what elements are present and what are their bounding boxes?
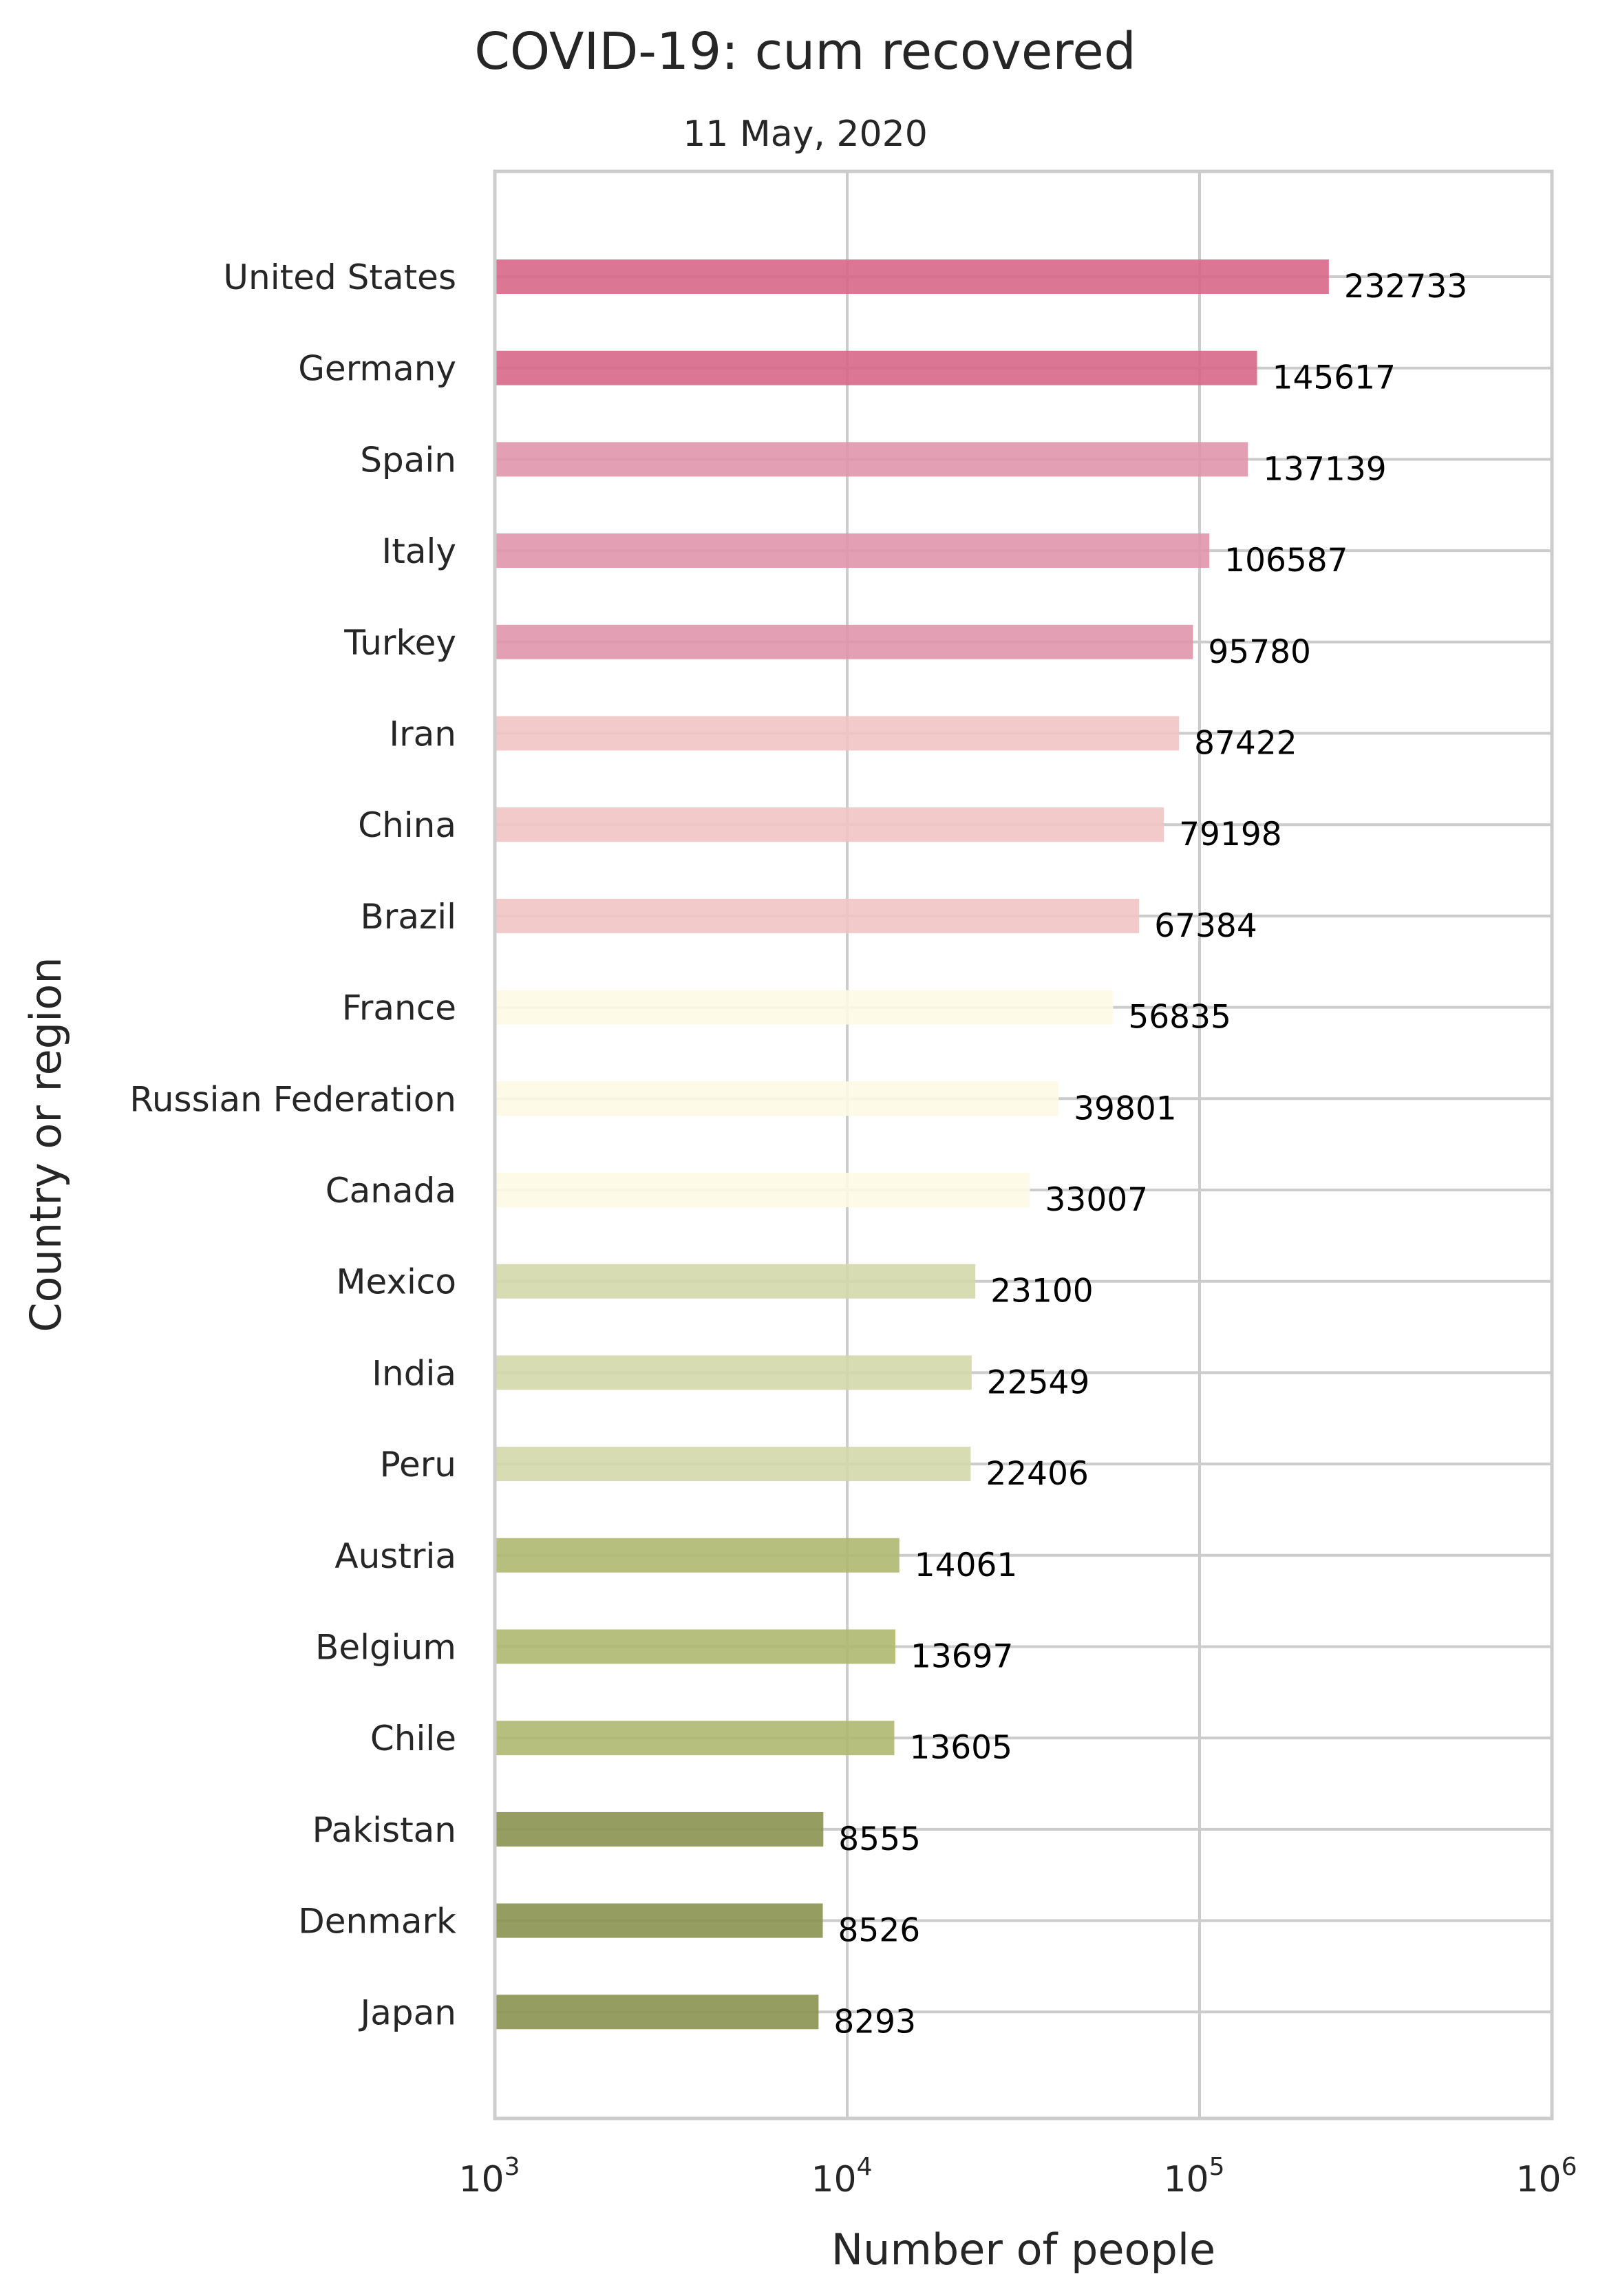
value-labels: 232733 145617 137139 106587 95780 87422 79198 6… xyxy=(833,268,1467,2041)
value-label: 106587 xyxy=(1224,542,1348,580)
category-label: Belgium xyxy=(315,1628,456,1668)
category-label: China xyxy=(358,805,456,845)
bar xyxy=(495,442,1248,477)
value-label: 33007 xyxy=(1045,1181,1149,1219)
category-label: France xyxy=(342,988,456,1028)
category-label: Turkey xyxy=(343,623,456,663)
category-label: Mexico xyxy=(336,1262,456,1302)
value-label: 39801 xyxy=(1074,1089,1177,1127)
value-label: 22406 xyxy=(986,1455,1089,1493)
category-label: Japan xyxy=(359,1992,456,2032)
bar xyxy=(495,1721,895,1756)
value-label: 87422 xyxy=(1194,725,1297,763)
bars xyxy=(495,259,1329,2030)
category-label: Peru xyxy=(380,1445,456,1485)
value-label: 13605 xyxy=(909,1729,1012,1767)
value-label: 56835 xyxy=(1128,999,1231,1037)
category-label: Iran xyxy=(389,714,456,754)
y-axis-label: Country or region xyxy=(21,957,71,1332)
bar xyxy=(495,350,1257,385)
category-labels: United States Germany Spain Italy Turkey Iran… xyxy=(129,257,456,2032)
chart-subtitle: 11 May, 2020 xyxy=(683,114,928,155)
category-label: India xyxy=(372,1353,456,1393)
value-label: 232733 xyxy=(1344,268,1467,306)
x-tick-label: 104 xyxy=(811,2153,872,2200)
chart-title: COVID-19: cum recovered xyxy=(474,22,1136,81)
bar xyxy=(495,898,1140,933)
x-tick-labels: 103 104 105 106 xyxy=(458,2153,1577,2200)
x-tick-label: 105 xyxy=(1163,2153,1224,2200)
plot-background xyxy=(495,171,1552,2118)
value-label: 95780 xyxy=(1208,633,1311,671)
bar xyxy=(495,1447,971,1482)
category-label: Italy xyxy=(382,531,456,571)
bar xyxy=(495,1995,819,2030)
value-label: 8293 xyxy=(833,2003,916,2041)
bar xyxy=(495,990,1114,1025)
bar xyxy=(495,1081,1059,1116)
x-axis-label: Number of people xyxy=(831,2224,1215,2275)
bar xyxy=(495,1903,823,1938)
value-label: 79198 xyxy=(1179,816,1282,853)
bar xyxy=(495,807,1164,842)
category-label: Spain xyxy=(360,440,456,480)
value-label: 8526 xyxy=(838,1912,921,1950)
value-label: 22549 xyxy=(987,1363,1090,1401)
plot-frame xyxy=(493,169,1554,2120)
category-label: Chile xyxy=(370,1719,456,1758)
category-label: Austria xyxy=(334,1536,456,1576)
bar xyxy=(495,1355,972,1390)
value-label: 145617 xyxy=(1273,359,1396,397)
value-label: 8555 xyxy=(838,1820,921,1858)
bar xyxy=(495,1538,900,1573)
category-label: Germany xyxy=(298,349,456,389)
x-tick-label: 106 xyxy=(1515,2153,1577,2200)
x-tick-label: 103 xyxy=(458,2153,520,2200)
bar xyxy=(495,624,1193,659)
bar xyxy=(495,259,1329,294)
bar xyxy=(495,1264,976,1299)
bar xyxy=(495,716,1180,751)
category-label: Brazil xyxy=(360,897,456,937)
category-label: United States xyxy=(223,257,456,297)
category-label: Pakistan xyxy=(312,1810,456,1850)
category-label: Russian Federation xyxy=(129,1079,456,1119)
bar xyxy=(495,1629,895,1664)
category-label: Canada xyxy=(326,1171,456,1211)
value-label: 23100 xyxy=(990,1273,1094,1310)
value-label: 137139 xyxy=(1263,450,1386,488)
value-label: 14061 xyxy=(915,1546,1018,1584)
value-label: 67384 xyxy=(1154,907,1257,945)
category-label: Denmark xyxy=(298,1902,456,1942)
bar xyxy=(495,1811,824,1847)
bar xyxy=(495,1173,1030,1207)
bar xyxy=(495,533,1210,568)
value-label: 13697 xyxy=(911,1638,1014,1676)
